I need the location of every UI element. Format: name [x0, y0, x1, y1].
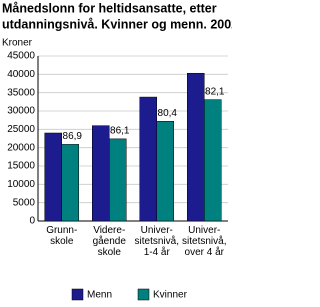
y-axis-label: Kroner [2, 38, 33, 49]
y-tick-label: 5000 [13, 197, 36, 208]
x-tick-label: Univer-sitetsnivå, over 4 år [182, 225, 226, 258]
chart-title: Månedslonn for heltidsansatte, etter [2, 1, 217, 15]
x-tick-label: Grunn-skole [46, 225, 77, 247]
bar-annotation: 82,1 [205, 86, 225, 97]
bar-annotation: 80,4 [158, 108, 178, 119]
y-tick-label: 45000 [7, 51, 35, 62]
bar [139, 96, 157, 222]
legend-swatch [137, 288, 150, 301]
y-tick-label: 20000 [7, 142, 35, 153]
y-tick-label: 15000 [7, 161, 35, 172]
y-tick-label: 40000 [7, 69, 35, 80]
bar-annotation: 86,9 [63, 131, 83, 142]
y-tick-label: 25000 [7, 124, 35, 135]
bar-annotation: 86,1 [110, 126, 130, 137]
chart: Månedslonn for heltidsansatte, etter utd… [2, 1, 232, 301]
bar [61, 144, 79, 222]
y-tick-label: 0 [29, 216, 35, 227]
x-tick-label: Univer-sitetsnivå, 1-4 år [135, 225, 179, 258]
bar [204, 99, 222, 222]
x-tick-label: Videre-gående skole [93, 225, 127, 258]
legend-label: Menn [87, 290, 112, 301]
bar [44, 132, 62, 222]
bar [109, 138, 127, 222]
bar [187, 72, 205, 222]
legend-label: Kvinner [153, 290, 188, 301]
chart-title: utdanningsnivå. Kvinner og menn. 2002 [2, 17, 232, 31]
legend-swatch [71, 288, 84, 301]
y-tick-label: 10000 [7, 179, 35, 190]
bar [156, 121, 174, 222]
y-tick-label: 35000 [7, 87, 35, 98]
y-tick-label: 30000 [7, 106, 35, 117]
bar [92, 125, 110, 222]
